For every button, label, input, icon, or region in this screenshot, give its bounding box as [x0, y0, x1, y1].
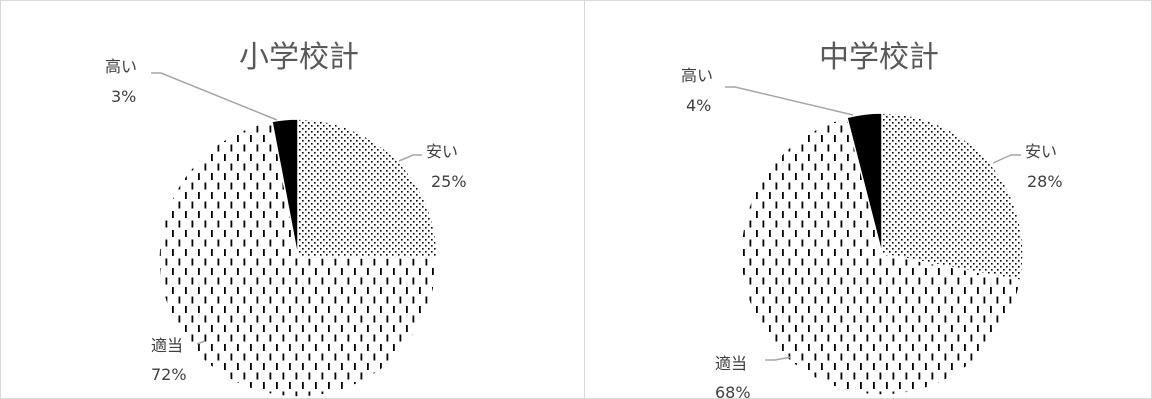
slice-cheap — [881, 112, 1024, 282]
leader-line-high — [151, 72, 278, 121]
slice-moderate — [740, 116, 1022, 396]
pie-slices — [158, 118, 438, 398]
pie-chart-elementary: 小学校計 高い 3% 安い 25% 適当 72% — [105, 40, 467, 398]
slice-label-moderate-percent: 68% — [715, 383, 751, 399]
pie-chart-junior-high: 中学校計 高い 4% 安い 28% 適当 68% — [681, 40, 1063, 399]
slice-high — [846, 112, 883, 255]
chart-panel-elementary: 小学校計 高い 3% 安い 25% 適当 72% — [0, 0, 585, 399]
pie-slices — [740, 112, 1024, 396]
slice-label-cheap-percent: 28% — [1027, 172, 1063, 191]
leader-line-high — [725, 86, 854, 116]
slice-label-cheap-category: 安い — [426, 142, 458, 161]
slice-label-moderate-category: 適当 — [151, 336, 183, 355]
leader-line-cheap — [398, 154, 422, 162]
slice-moderate — [158, 120, 438, 398]
chart-title: 中学校計 — [819, 40, 939, 75]
leader-line-cheap — [992, 154, 1021, 164]
slice-label-moderate-category: 適当 — [715, 354, 747, 373]
leader-line-moderate — [765, 356, 792, 361]
slice-label-moderate-percent: 72% — [151, 365, 187, 384]
chart-title: 小学校計 — [239, 40, 359, 75]
slice-label-high-category: 高い — [105, 57, 137, 76]
slice-label-high-percent: 4% — [686, 96, 711, 115]
slice-label-high-category: 高い — [681, 66, 713, 85]
chart-panel-junior-high: 中学校計 高い 4% 安い 28% 適当 68% — [584, 0, 1152, 399]
slice-label-cheap-percent: 25% — [431, 172, 467, 191]
slice-label-cheap-category: 安い — [1025, 142, 1057, 161]
slice-high — [271, 118, 299, 259]
slice-label-high-percent: 3% — [111, 87, 136, 106]
slice-cheap — [297, 118, 438, 259]
leader-line-moderate — [196, 340, 206, 345]
